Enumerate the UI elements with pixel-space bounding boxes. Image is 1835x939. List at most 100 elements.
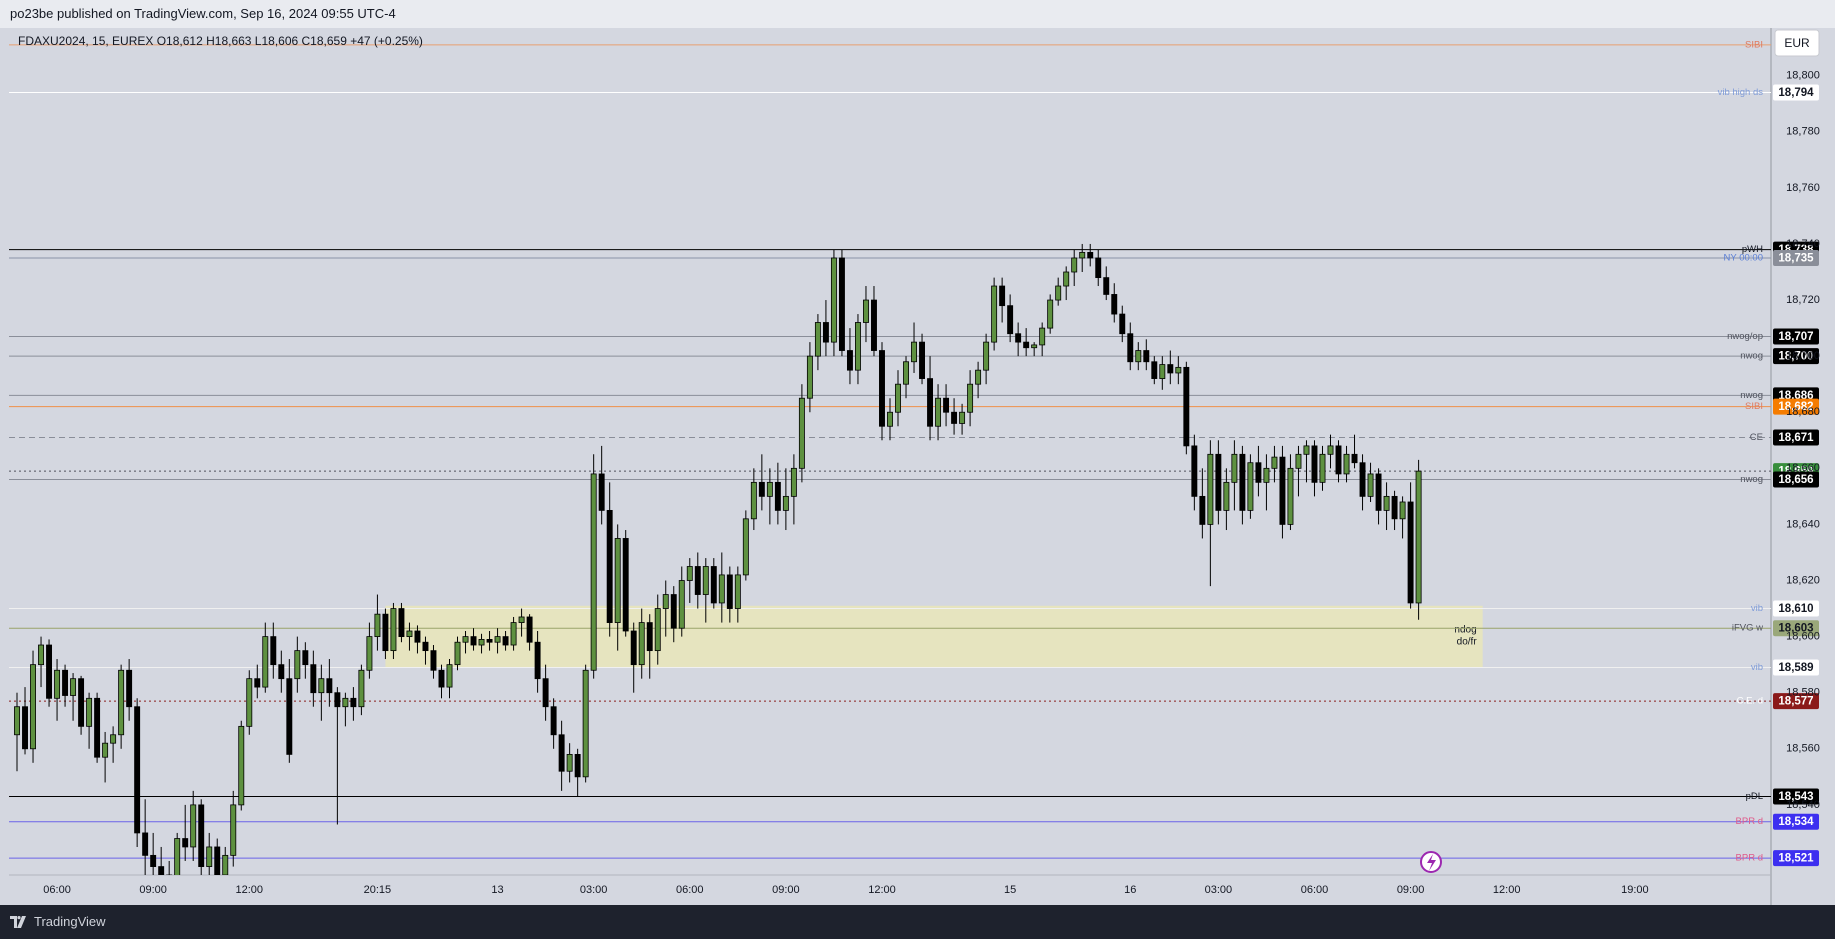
candle-body bbox=[1135, 350, 1142, 363]
candle-body bbox=[726, 574, 733, 609]
candle-body bbox=[646, 622, 653, 652]
candle-body bbox=[110, 734, 117, 744]
candle-body bbox=[246, 678, 253, 727]
level-name: nwog bbox=[1740, 390, 1763, 401]
candle-body bbox=[558, 734, 565, 772]
candle-body bbox=[702, 566, 709, 595]
x-tick-label: 16 bbox=[1124, 884, 1136, 896]
candle-body bbox=[1039, 327, 1046, 346]
level-name: CE bbox=[1750, 432, 1763, 443]
candle-body bbox=[798, 397, 805, 469]
candle-body bbox=[414, 630, 421, 643]
candle-body bbox=[1263, 467, 1270, 483]
candle-body bbox=[967, 383, 974, 413]
candle-body bbox=[206, 846, 213, 867]
candle-body bbox=[1383, 495, 1390, 511]
level-name: vib high ds bbox=[1718, 87, 1764, 98]
y-tick-label: 18,700 bbox=[1786, 350, 1820, 362]
candle-body bbox=[334, 692, 341, 708]
candle-body bbox=[278, 664, 285, 680]
candle-body bbox=[1223, 481, 1230, 511]
candle-body bbox=[766, 481, 773, 497]
candle-body bbox=[438, 669, 445, 688]
tv-logo bbox=[10, 916, 26, 928]
level-name: nwog/op bbox=[1727, 331, 1763, 342]
candle-body bbox=[478, 639, 485, 646]
candle-body bbox=[1415, 470, 1422, 604]
candle-body bbox=[62, 669, 69, 696]
candle-body bbox=[86, 697, 93, 727]
candle-body bbox=[1287, 467, 1294, 525]
candle-body bbox=[326, 678, 333, 694]
candle-body bbox=[382, 613, 389, 652]
candle-body bbox=[879, 350, 885, 427]
level-name: SIBI bbox=[1745, 401, 1763, 412]
currency-label[interactable]: EUR bbox=[1784, 36, 1810, 50]
candle-body bbox=[214, 846, 221, 875]
price-tag bbox=[1773, 471, 1819, 488]
candle-body bbox=[134, 706, 141, 834]
candle-body bbox=[895, 383, 901, 413]
candle-body bbox=[935, 397, 942, 427]
candle-body bbox=[38, 644, 44, 666]
x-tick-label: 06:00 bbox=[676, 884, 704, 896]
candle-body bbox=[1327, 445, 1334, 455]
candle-body bbox=[366, 636, 373, 671]
price-tag bbox=[1773, 600, 1819, 617]
candle-body bbox=[911, 341, 917, 363]
candle-body bbox=[630, 630, 637, 666]
candle-body bbox=[1007, 305, 1014, 335]
y-tick-label: 18,800 bbox=[1786, 70, 1820, 82]
y-tick-label: 18,540 bbox=[1786, 799, 1820, 811]
candle-body bbox=[198, 804, 205, 867]
candle-body bbox=[54, 669, 61, 699]
price-tag-label: 18,521 bbox=[1778, 853, 1814, 865]
candle-body bbox=[550, 706, 557, 736]
x-tick-label: 13 bbox=[491, 884, 503, 896]
y-tick-label: 18,620 bbox=[1786, 574, 1820, 586]
candle-body bbox=[951, 411, 958, 424]
y-tick-label: 18,660 bbox=[1786, 462, 1820, 474]
candle-body bbox=[1303, 445, 1310, 455]
candle-body bbox=[486, 639, 493, 643]
candle-body bbox=[102, 742, 109, 758]
level-name: BPR d bbox=[1736, 853, 1763, 864]
candle-body bbox=[302, 650, 309, 666]
candle-body bbox=[1335, 445, 1342, 475]
candle-body bbox=[614, 538, 621, 623]
candle-body bbox=[582, 669, 589, 778]
candle-body bbox=[718, 574, 725, 604]
publish-bar: po23be published on TradingView.com, Sep… bbox=[0, 0, 1835, 28]
level-name: nwog bbox=[1740, 474, 1763, 485]
candle-body bbox=[70, 678, 77, 696]
candle-body bbox=[1375, 473, 1382, 511]
candle-body bbox=[222, 854, 229, 875]
candle-body bbox=[542, 678, 549, 708]
candle-body bbox=[822, 322, 829, 343]
candle-body bbox=[1119, 313, 1126, 335]
price-tag-label: 18,534 bbox=[1778, 816, 1814, 828]
candle-body bbox=[1095, 257, 1102, 279]
currency-button[interactable] bbox=[1774, 29, 1820, 57]
candle-body bbox=[406, 630, 413, 638]
candle-body bbox=[22, 706, 28, 750]
candle-body bbox=[598, 473, 605, 511]
candle-body bbox=[983, 341, 990, 371]
candle-body bbox=[1159, 364, 1166, 379]
candle-body bbox=[142, 832, 149, 856]
candle-body bbox=[422, 641, 429, 652]
level-name: SIBI bbox=[1745, 39, 1763, 50]
candle-body bbox=[1071, 257, 1078, 273]
candle-body bbox=[518, 616, 525, 623]
candle-body bbox=[454, 641, 461, 666]
candle-body bbox=[887, 411, 893, 427]
candle-body bbox=[758, 481, 765, 497]
candle-body bbox=[526, 616, 533, 643]
y-tick-label: 18,640 bbox=[1786, 518, 1820, 530]
candle-body bbox=[871, 299, 877, 351]
candle-body bbox=[590, 473, 597, 671]
price-tag bbox=[1773, 693, 1819, 710]
candle-body bbox=[310, 664, 317, 694]
